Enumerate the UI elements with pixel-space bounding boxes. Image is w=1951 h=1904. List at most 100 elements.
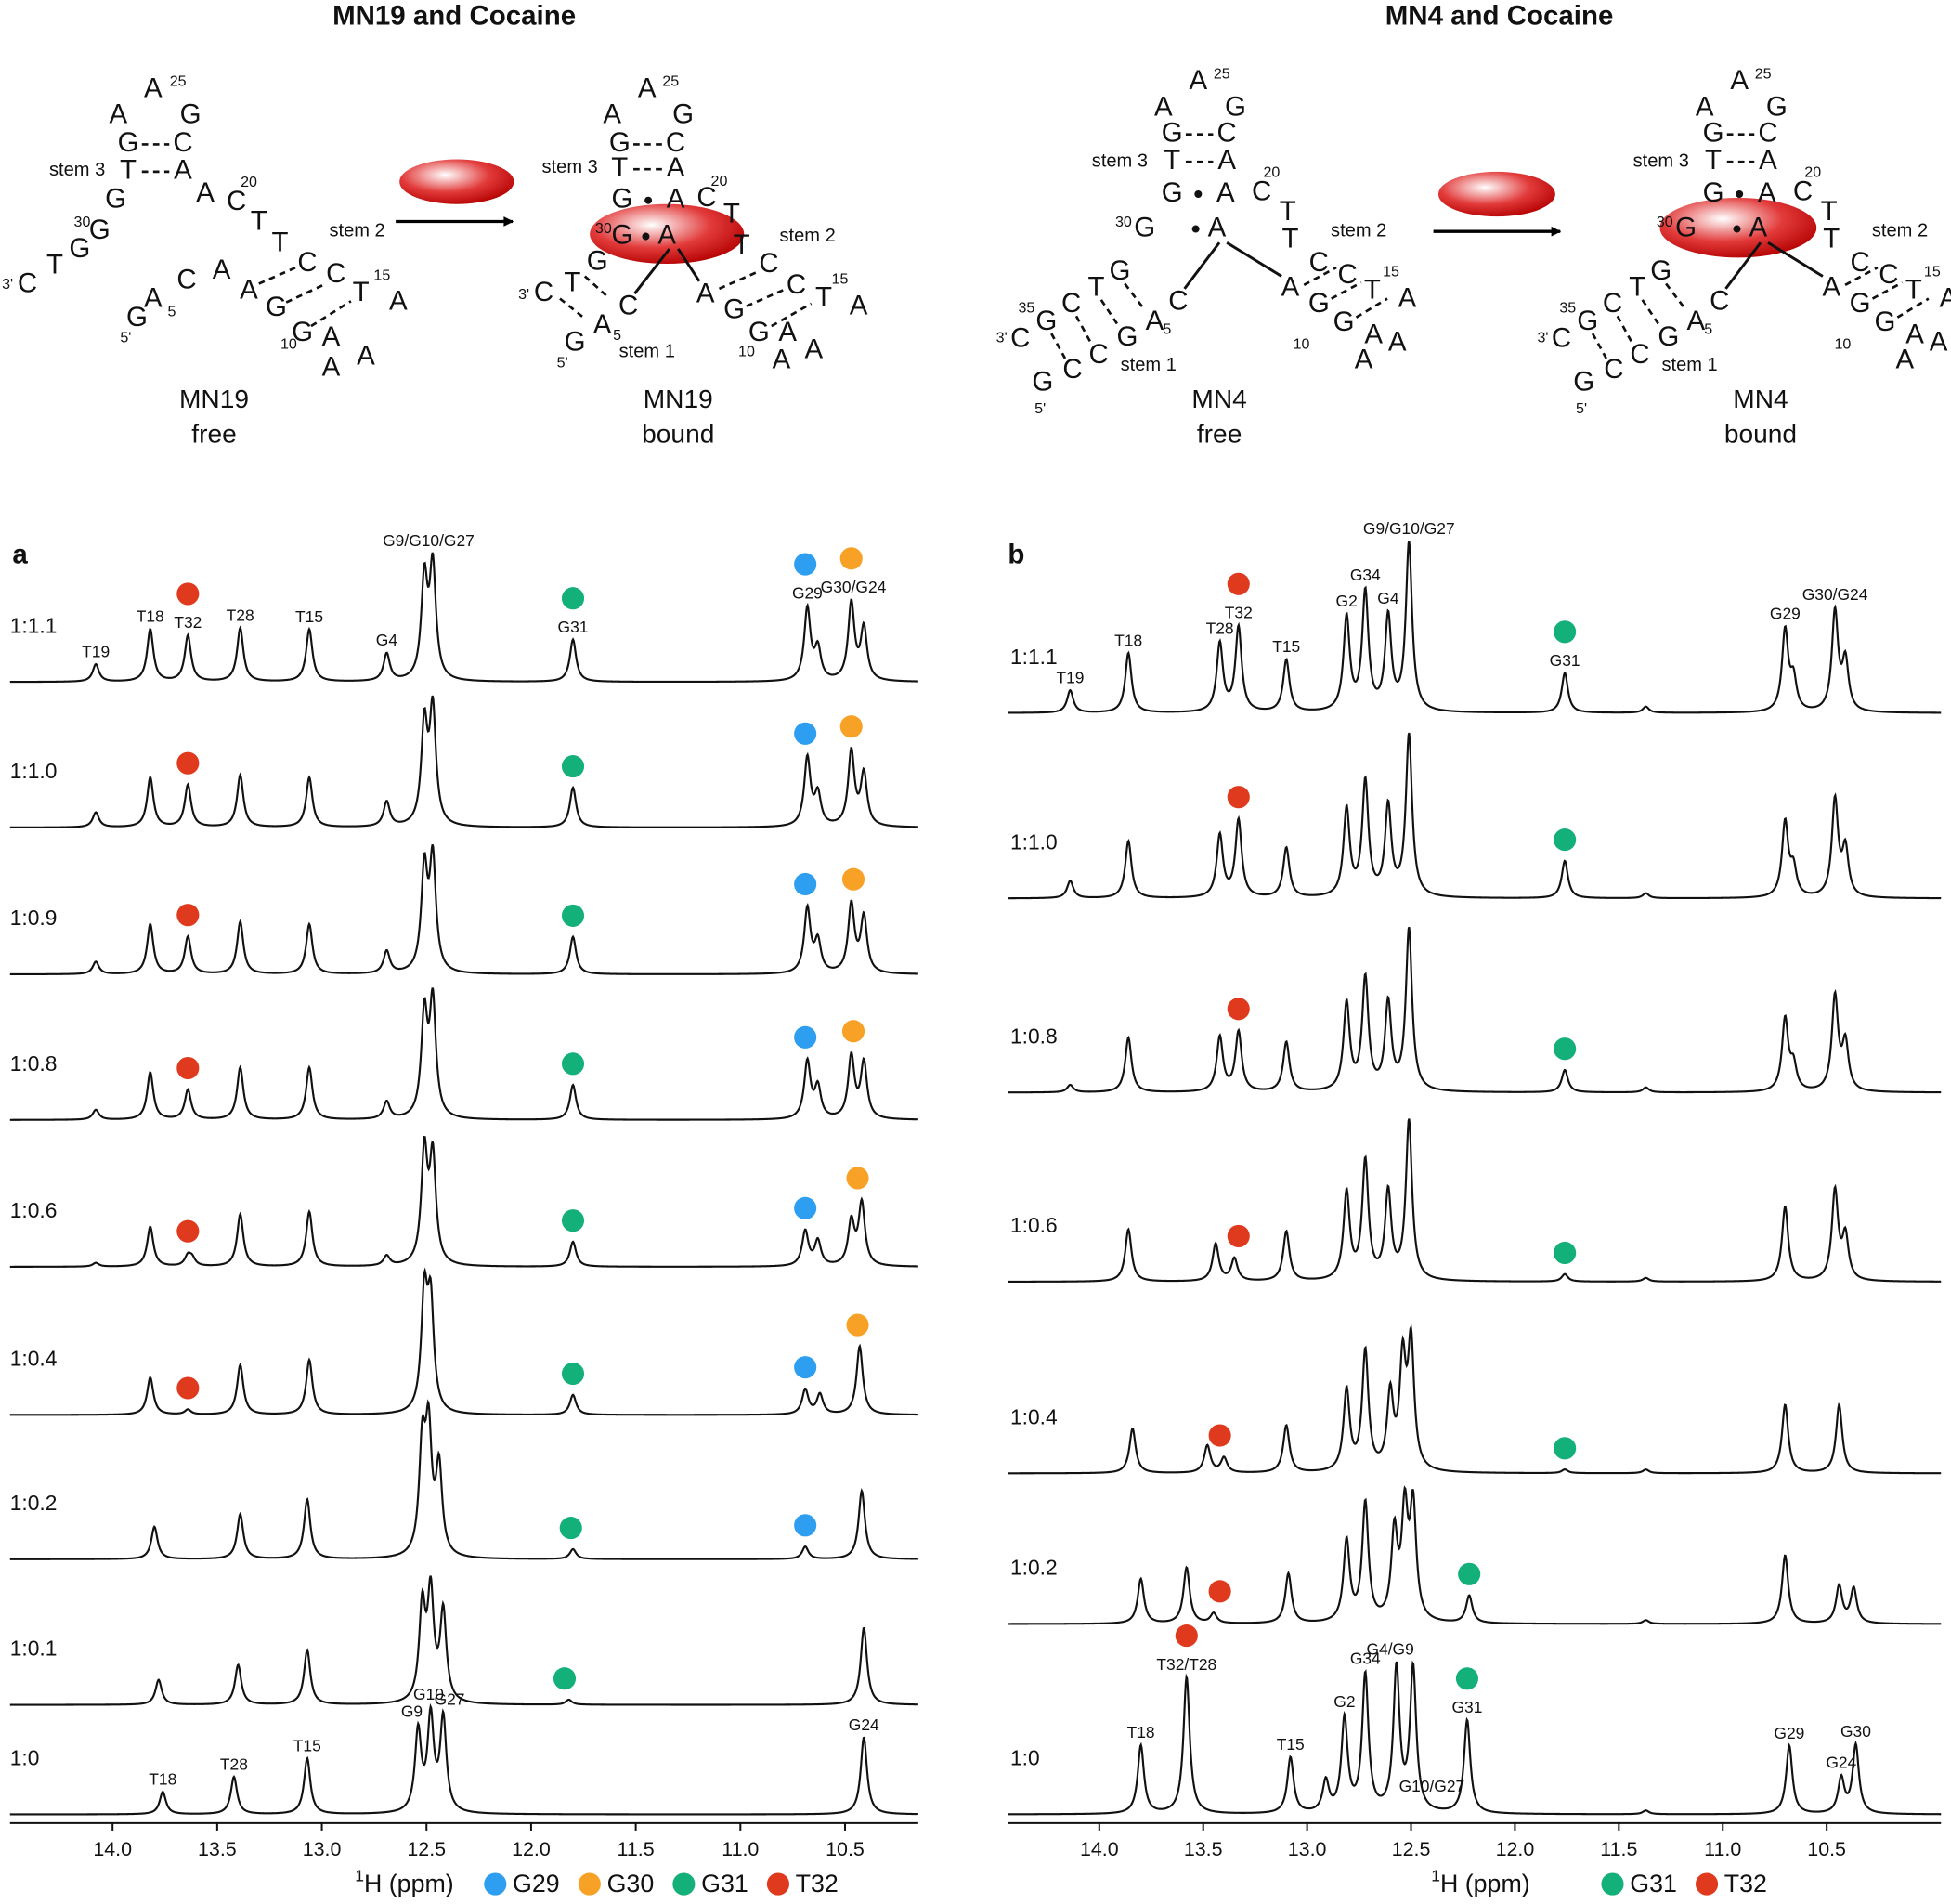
ratio-label: 1:0.6 bbox=[1010, 1213, 1058, 1237]
base-letter: A bbox=[1355, 344, 1373, 374]
base-letter: A bbox=[603, 98, 621, 129]
stem-label: stem 1 bbox=[1661, 355, 1717, 375]
ratio-label: 1:1.0 bbox=[1010, 829, 1058, 854]
position-number: 25 bbox=[1214, 66, 1230, 83]
base-letter: A bbox=[1146, 306, 1164, 336]
position-number: 15 bbox=[373, 267, 390, 284]
nmr-trace bbox=[9, 1267, 918, 1416]
base-letter: T bbox=[734, 229, 750, 260]
ratio-label: 1:0.2 bbox=[10, 1491, 58, 1515]
position-number: 25 bbox=[662, 73, 679, 90]
base-letter: T bbox=[353, 277, 370, 307]
residue-marker bbox=[176, 751, 200, 775]
residue-marker bbox=[841, 1020, 865, 1043]
position-number: 5 bbox=[613, 327, 621, 344]
peak-assignment: G30/G24 bbox=[821, 578, 887, 596]
peak-assignment: T32 bbox=[174, 613, 202, 632]
position-number: 25 bbox=[1755, 66, 1772, 83]
base-letter: G bbox=[1162, 117, 1183, 148]
residue-marker bbox=[794, 1025, 817, 1049]
legend-label: G29 bbox=[513, 1870, 560, 1897]
nmr-trace bbox=[9, 1575, 918, 1706]
base-letter: T bbox=[815, 281, 832, 312]
residue-marker bbox=[1227, 572, 1250, 595]
x-tick-label: 13.0 bbox=[303, 1838, 342, 1860]
x-tick-label: 10.5 bbox=[1807, 1838, 1846, 1860]
base-letter: A bbox=[1281, 272, 1300, 303]
position-number: 30 bbox=[1115, 214, 1132, 230]
cocaine-icon bbox=[399, 159, 514, 204]
base-letter: G bbox=[1162, 177, 1183, 208]
peak-assignment: T18 bbox=[137, 607, 164, 626]
residue-marker bbox=[794, 553, 817, 576]
base-letter: G bbox=[118, 127, 139, 158]
position-number: 30 bbox=[74, 214, 91, 230]
base-pair bbox=[1331, 280, 1362, 300]
base-letter: A bbox=[804, 334, 823, 365]
residue-marker bbox=[561, 1362, 585, 1386]
base-pair bbox=[1050, 333, 1067, 359]
residue-marker bbox=[176, 904, 200, 927]
position-number: 10 bbox=[1294, 335, 1310, 352]
base-letter: G bbox=[748, 317, 770, 347]
peak-assignment: G27 bbox=[435, 1689, 465, 1708]
peak-assignment: T18 bbox=[149, 1770, 176, 1789]
base-letter: A bbox=[1217, 145, 1236, 176]
base-letter: G bbox=[612, 184, 633, 215]
ratio-label: 1:0.9 bbox=[10, 906, 58, 930]
base-letter: C bbox=[1168, 285, 1188, 316]
peak-assignment: G31 bbox=[558, 618, 589, 636]
base-letter: A bbox=[1398, 283, 1417, 314]
base-letter: G bbox=[1333, 306, 1355, 337]
base-letter: A bbox=[357, 340, 375, 371]
base-letter: C bbox=[1758, 117, 1777, 148]
residue-marker bbox=[1227, 1224, 1250, 1247]
base-letter: C bbox=[1061, 288, 1081, 319]
base-letter: T bbox=[251, 206, 267, 237]
peak-assignment: G31 bbox=[1452, 1698, 1483, 1716]
ratio-label: 1:0 bbox=[10, 1746, 40, 1770]
aptamer-state: bound bbox=[642, 419, 714, 448]
residue-marker bbox=[561, 1052, 585, 1076]
base-letter: G bbox=[1766, 91, 1788, 122]
base-letter: G bbox=[1874, 306, 1895, 337]
residue-marker bbox=[1554, 1037, 1577, 1061]
base-letter: A bbox=[144, 283, 163, 314]
aptamer-state: bound bbox=[1724, 419, 1797, 448]
legend-label: T32 bbox=[1724, 1870, 1767, 1897]
base-letter: A bbox=[667, 152, 685, 183]
nmr-trace bbox=[9, 1135, 918, 1268]
stem-label: stem 1 bbox=[1121, 355, 1177, 375]
base-letter: G bbox=[89, 215, 111, 245]
base-pair bbox=[1641, 299, 1661, 327]
base-pair bbox=[1896, 297, 1930, 319]
position-number: 30 bbox=[595, 220, 612, 237]
residue-marker bbox=[553, 1667, 577, 1690]
peak-assignment: G10 bbox=[413, 1685, 444, 1703]
base-pair bbox=[559, 297, 586, 320]
peak-assignment: G9/G10/G27 bbox=[1363, 519, 1455, 538]
base-letter: A bbox=[1749, 212, 1767, 242]
position-number: 5 bbox=[1704, 320, 1712, 337]
nmr-trace bbox=[1008, 1660, 1942, 1816]
aptamer-name: MN4 bbox=[1191, 385, 1246, 413]
residue-marker bbox=[794, 722, 817, 745]
base-letter: G bbox=[69, 233, 90, 264]
base-letter: G bbox=[1703, 177, 1724, 208]
base-pair bbox=[1616, 315, 1634, 345]
legend-marker bbox=[766, 1872, 789, 1896]
peak-assignment: T18 bbox=[1114, 631, 1142, 649]
position-number: 10 bbox=[1834, 335, 1851, 352]
peak-assignment: G29 bbox=[1774, 1724, 1804, 1742]
aptamer-name: MN19 bbox=[644, 385, 713, 413]
base-letter: C bbox=[1604, 354, 1623, 385]
residue-marker bbox=[1208, 1424, 1231, 1447]
residue-marker bbox=[561, 904, 585, 927]
base-letter: T bbox=[272, 227, 289, 257]
position-number: 5' bbox=[1034, 400, 1046, 417]
base-letter: G bbox=[266, 292, 287, 322]
base-letter: C bbox=[618, 291, 638, 321]
peak-assignment: G30 bbox=[1840, 1722, 1871, 1741]
legend-marker bbox=[578, 1872, 601, 1896]
base-letter: G bbox=[1650, 255, 1671, 286]
